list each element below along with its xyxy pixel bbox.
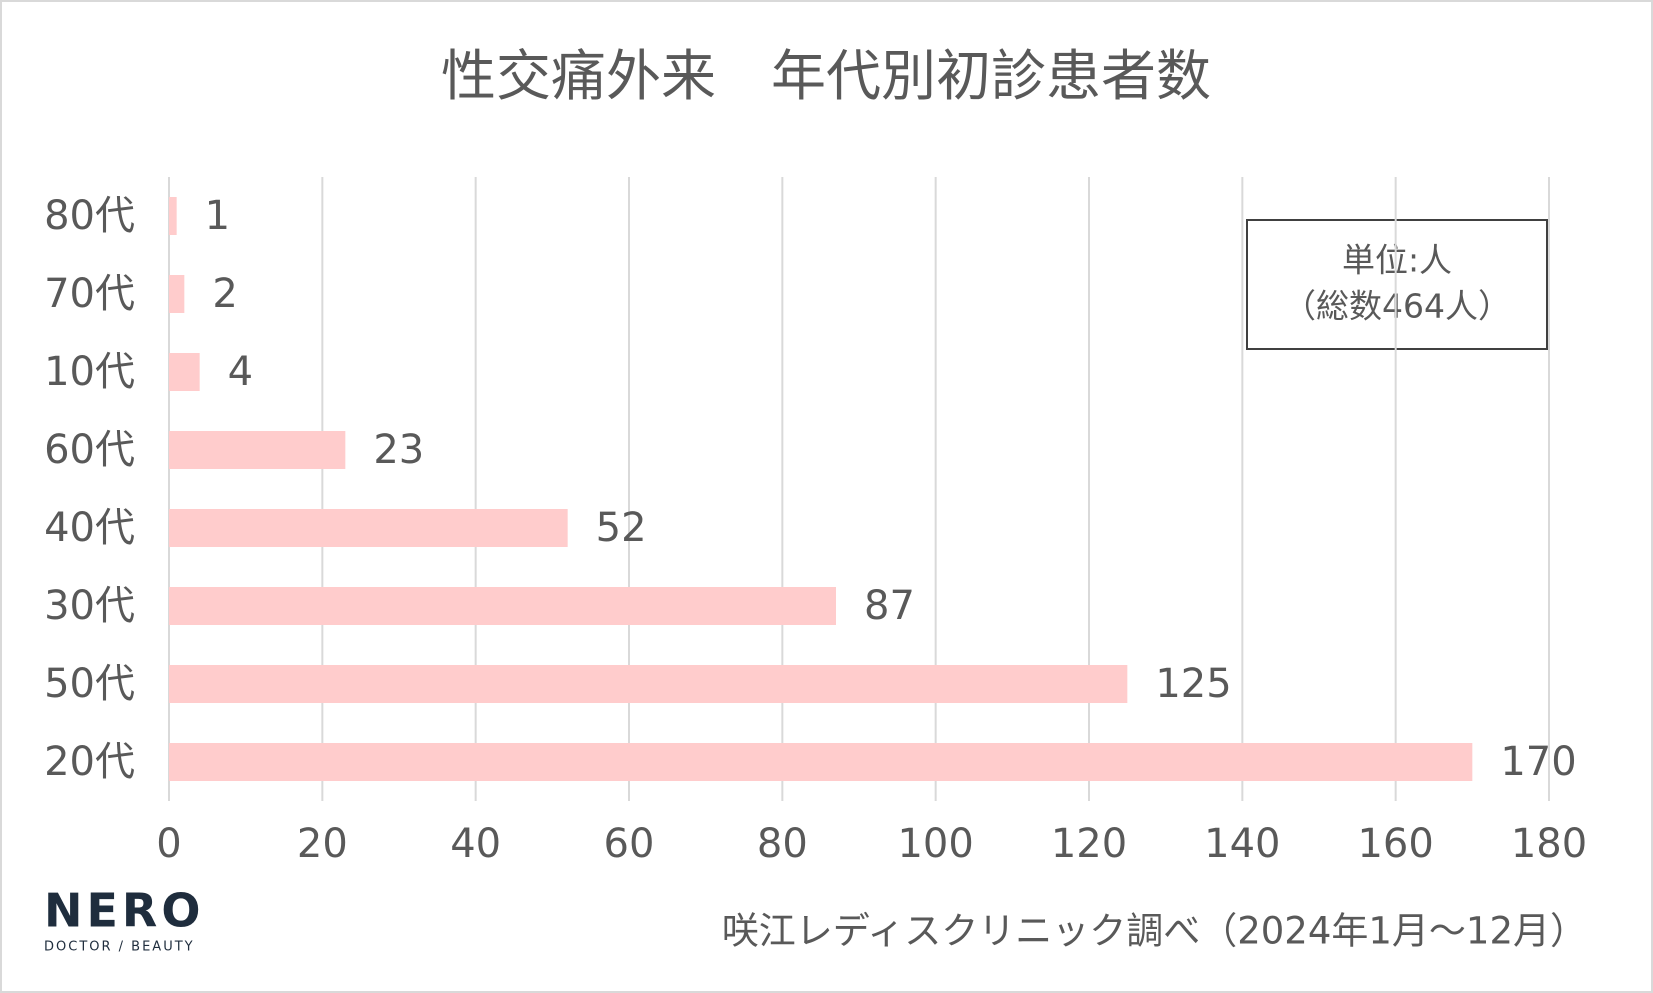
y-tick-label: 10代 [44,349,135,395]
y-tick-label: 50代 [44,661,135,707]
x-tick-label: 160 [1357,821,1433,867]
value-label: 125 [1155,661,1231,707]
logo-tagline: DOCTOR / BEAUTY [44,940,195,955]
x-tick-label: 120 [1051,821,1127,867]
value-label: 87 [864,583,915,629]
note-unit: 単位:人 [1342,241,1452,280]
y-tick-label: 70代 [44,271,135,317]
bar [169,743,1473,781]
y-tick-label: 80代 [44,193,135,239]
source: 咲江レディスクリニック調べ（2024年1月〜12月） [722,910,1587,953]
x-tick-label: 100 [897,821,973,867]
y-tick-label: 20代 [44,739,135,785]
bar [169,587,836,625]
x-tick-label: 140 [1204,821,1280,867]
x-tick-label: 60 [604,821,655,867]
y-tick-label: 40代 [44,505,135,551]
note-total: （総数464人） [1283,287,1511,326]
value-label: 1 [205,193,230,239]
value-label: 23 [373,427,424,473]
bar [169,665,1128,703]
value-label: 52 [596,505,647,551]
chart-title: 性交痛外来 年代別初診患者数 [441,44,1211,108]
x-tick-label: 180 [1511,821,1587,867]
value-label: 170 [1500,739,1576,785]
y-tick-label: 30代 [44,583,135,629]
y-tick-label: 60代 [44,427,135,473]
bar [169,353,200,391]
x-tick-label: 0 [156,821,181,867]
note-box [1246,219,1548,350]
logo-name: NERO [44,884,204,938]
bar [169,197,177,235]
value-label: 4 [228,349,253,395]
x-tick-label: 80 [757,821,808,867]
bar [169,275,185,313]
bar [169,509,568,547]
x-tick-label: 40 [450,821,501,867]
bar [169,431,346,469]
value-label: 2 [212,271,237,317]
x-tick-label: 20 [297,821,348,867]
